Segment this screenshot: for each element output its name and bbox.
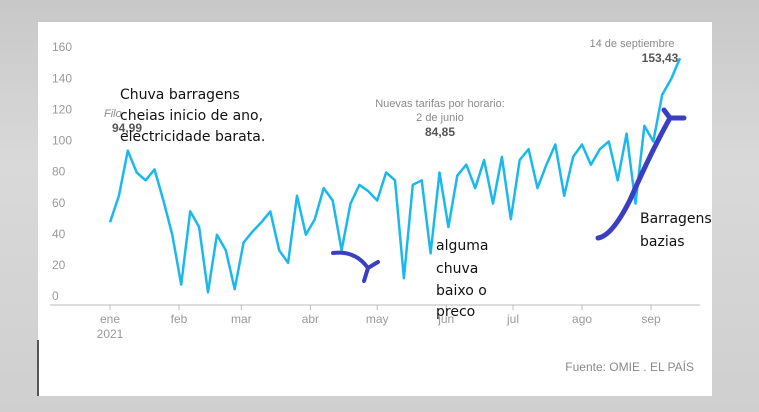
- annotation: Filo: [104, 108, 122, 120]
- x-tick-label: mar: [231, 312, 252, 326]
- y-tick-label: 0: [52, 289, 59, 303]
- y-tick-label: 80: [52, 165, 66, 179]
- annotation: 2 de junio: [416, 112, 464, 124]
- handwritten-note: chuva: [436, 261, 478, 277]
- hand-arrow: [595, 107, 687, 241]
- year-label: 2021: [97, 327, 124, 341]
- handwritten-note: Barragens: [640, 211, 712, 227]
- y-tick-label: 120: [52, 102, 72, 116]
- annotation-value: 94,99: [112, 121, 142, 135]
- handwritten-note: electricidade barata.: [120, 129, 265, 145]
- x-tick-label: jul: [506, 312, 519, 326]
- annotation: 14 de septiembre: [590, 38, 675, 50]
- x-tick-label: feb: [171, 312, 188, 326]
- y-tick-label: 100: [52, 134, 72, 148]
- x-tick-label: sep: [641, 312, 661, 326]
- y-tick-label: 60: [52, 196, 66, 210]
- handwritten-note: bazias: [640, 234, 685, 250]
- annotation-value: 153,43: [642, 51, 679, 65]
- chart-panel: [38, 22, 712, 396]
- y-tick-label: 160: [52, 40, 72, 54]
- handwritten-note: cheias inicio de ano,: [120, 108, 263, 124]
- x-tick-label: jun: [437, 312, 454, 326]
- annotation: Nuevas tarifas por horario:: [375, 98, 505, 110]
- handwritten-note: Chuva barragens: [120, 87, 240, 103]
- x-tick-label: ago: [572, 312, 592, 326]
- y-tick-label: 40: [52, 227, 66, 241]
- x-tick-label: abr: [302, 312, 319, 326]
- y-tick-label: 20: [52, 258, 66, 272]
- price-line: [108, 57, 682, 294]
- handwritten-note: alguma: [436, 238, 488, 254]
- y-tick-label: 140: [52, 71, 72, 85]
- annotation-value: 84,85: [425, 125, 455, 139]
- hand-arrow: [331, 250, 380, 283]
- x-tick-label: may: [366, 312, 389, 326]
- x-tick-label: ene: [100, 312, 120, 326]
- handwritten-note: preco: [436, 304, 475, 320]
- handwritten-note: baixo o: [436, 283, 487, 299]
- source: Fuente: OMIE . EL PAÍS: [565, 359, 694, 374]
